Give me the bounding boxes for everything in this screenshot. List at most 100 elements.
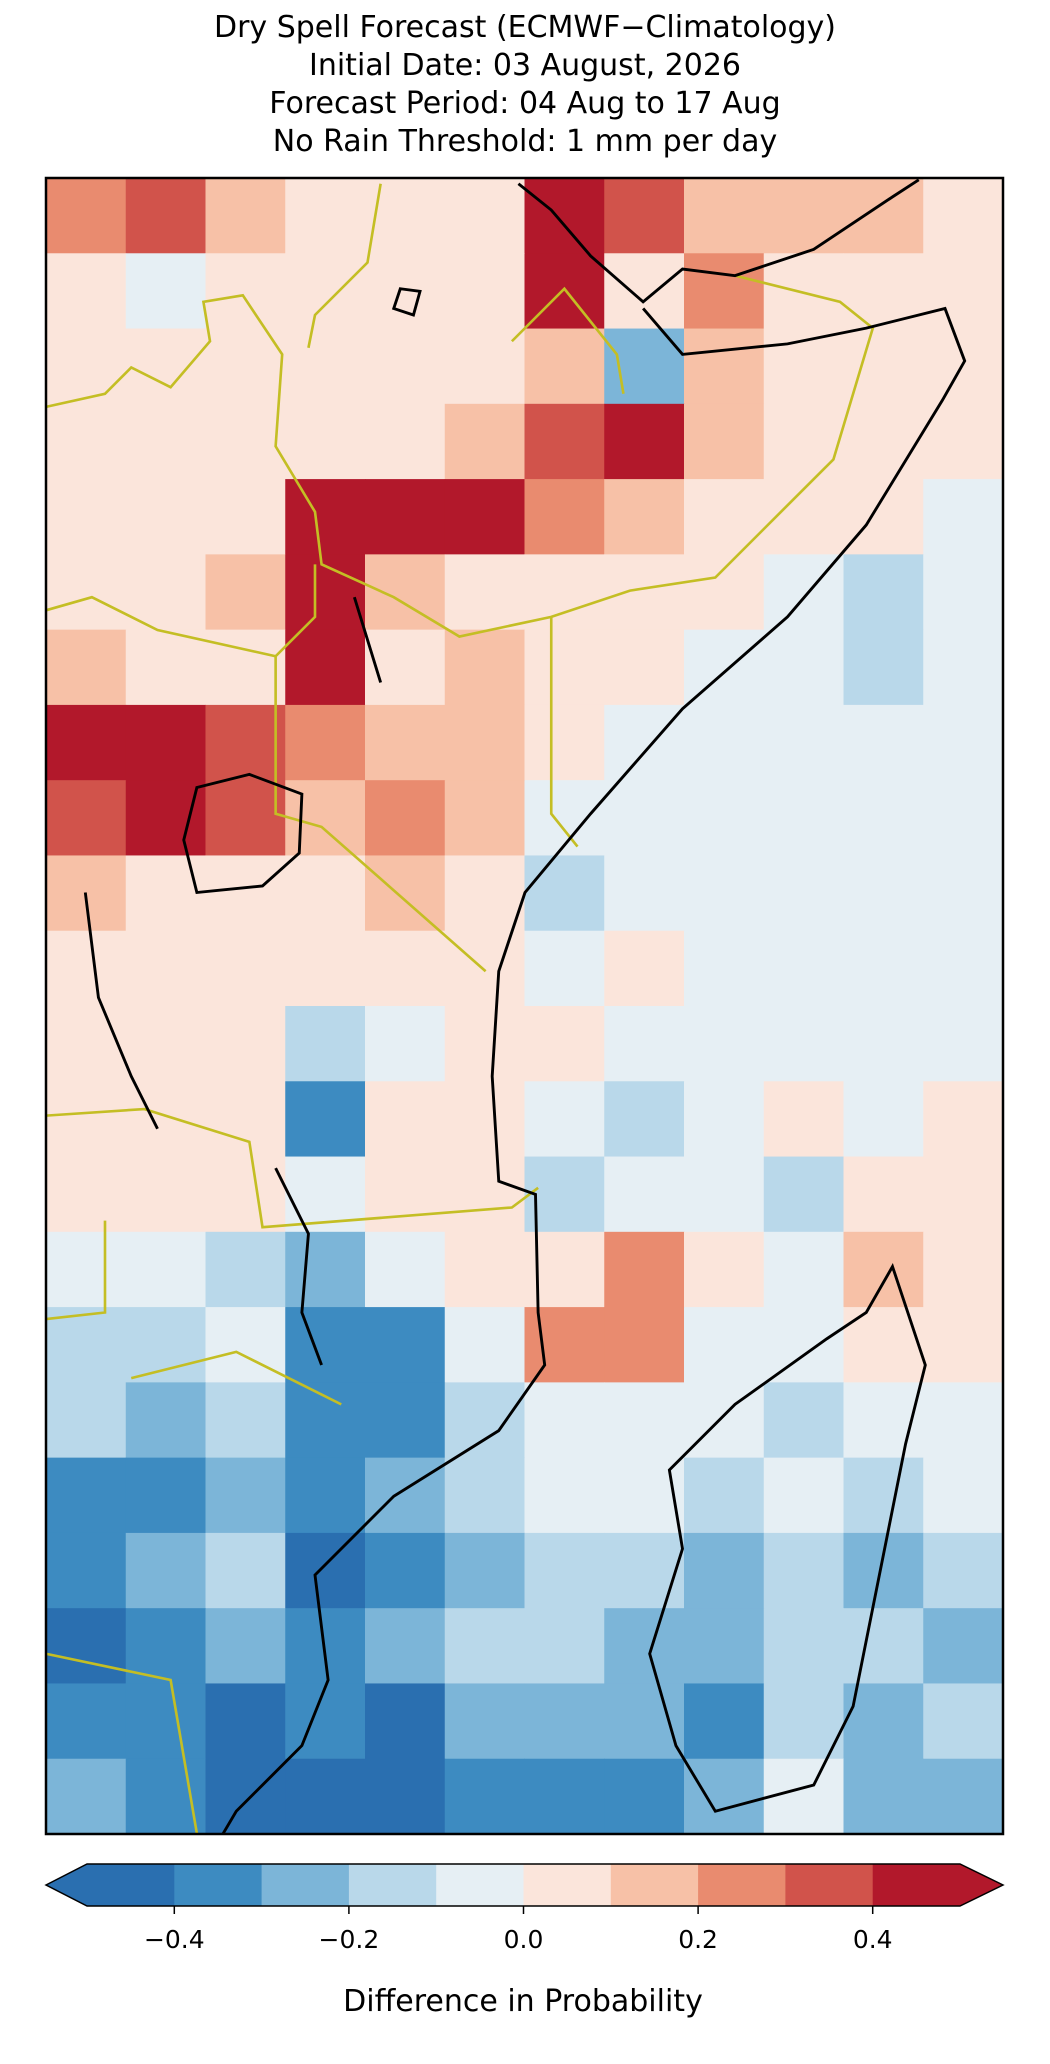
grid-cell [46, 629, 127, 706]
colorbar-bin [174, 1864, 263, 1906]
grid-cell [285, 479, 366, 555]
grid-cell [684, 178, 765, 254]
grid-cell [763, 1382, 844, 1459]
grid-cell [46, 1532, 127, 1609]
grid-cell [46, 403, 127, 480]
grid-cell [365, 178, 446, 254]
colorbar-over [960, 1864, 1003, 1906]
grid-cell [923, 629, 1004, 706]
grid-cell [46, 1006, 127, 1082]
grid-cell [365, 1457, 446, 1534]
grid-cell [684, 855, 765, 932]
grid-cell [285, 1758, 366, 1835]
grid-cell [205, 1006, 286, 1082]
grid-cell [125, 1758, 206, 1835]
grid-cell [923, 1156, 1004, 1233]
grid-cell [205, 178, 286, 254]
grid-cell [684, 1231, 765, 1308]
grid-cell [46, 1457, 127, 1534]
grid-cell [684, 629, 765, 706]
grid-cell [923, 855, 1004, 932]
grid-cell [46, 1307, 127, 1383]
grid-cell [125, 930, 206, 1007]
grid-cell [604, 1156, 685, 1233]
grid-cell [205, 1532, 286, 1609]
colorbar-tick-label: −0.2 [319, 1925, 380, 1954]
grid-cell [46, 554, 127, 631]
grid-cell [843, 855, 924, 932]
grid-cell [923, 930, 1004, 1007]
grid-cell [365, 1156, 446, 1233]
grid-cell [684, 780, 765, 856]
grid-cell [843, 554, 924, 631]
grid-cell [205, 855, 286, 932]
grid-cell [444, 1532, 525, 1609]
grid-cell [205, 629, 286, 706]
grid-cell [205, 403, 286, 480]
colorbar: −0.4 −0.2 0.0 0.2 0.4 Difference in Probabili… [44, 1863, 1005, 2019]
colorbar-bin [785, 1864, 874, 1906]
grid-cell [46, 178, 127, 254]
grid-cell [923, 780, 1004, 856]
grid-cell [763, 1608, 844, 1684]
grid-cell [524, 403, 605, 480]
grid-cell [125, 328, 206, 405]
grid-cell [365, 1683, 446, 1760]
grid-cell [444, 1683, 525, 1760]
border [45, 595, 539, 1229]
grid-cell [923, 554, 1004, 631]
grid-cell [763, 1683, 844, 1760]
map-frame [44, 176, 1005, 1836]
grid-cell [125, 1532, 206, 1609]
grid-cell [763, 1006, 844, 1082]
border [45, 183, 625, 1834]
grid-cell [444, 930, 525, 1007]
grid-cell [285, 178, 366, 254]
grid-cell [365, 1608, 446, 1684]
grid-cell [46, 1231, 127, 1308]
lake [83, 287, 422, 1366]
grid-cell [684, 328, 765, 405]
grid-cell [125, 704, 206, 781]
grid-cell [46, 1608, 127, 1684]
grid-cell [843, 1532, 924, 1609]
grid-cell [524, 479, 605, 555]
chart-title: No Rain Threshold: 1 mm per day [273, 124, 777, 159]
grid-cell [444, 1156, 525, 1233]
grid-cell [684, 554, 765, 631]
grid-cell [285, 1532, 366, 1609]
grid-cell [365, 1231, 446, 1308]
grid-cell [763, 1081, 844, 1158]
chart-title: Dry Spell Forecast (ECMWF−Climatology) [214, 10, 836, 45]
grid-cell [205, 1683, 286, 1760]
grid-cell [604, 253, 685, 330]
grid-cell [444, 855, 525, 932]
map-outlines [45, 178, 967, 1835]
grid-cell [604, 1532, 685, 1609]
grid-cell [125, 253, 206, 330]
grid-cell [365, 479, 446, 555]
grid-cell [125, 554, 206, 631]
grid-cell [46, 930, 127, 1007]
grid-cell [684, 1758, 765, 1835]
colorbar-bin [87, 1864, 175, 1906]
colorbar-bin [698, 1864, 786, 1906]
grid-cell [843, 479, 924, 555]
grid-cell [923, 1231, 1004, 1308]
colorbar-tick-label: 0.0 [504, 1925, 544, 1954]
grid-cell [923, 178, 1004, 254]
grid-cell [684, 253, 765, 330]
colorbar-label: Difference in Probability [343, 1984, 703, 2019]
grid-cell [684, 1457, 765, 1534]
grid-cell [125, 1081, 206, 1158]
grid-cell [524, 1758, 605, 1835]
grid-cell [684, 1156, 765, 1233]
coastlines [83, 178, 967, 1835]
grid-cell [444, 1081, 525, 1158]
grid-cell [46, 1081, 127, 1158]
grid-cell [524, 554, 605, 631]
grid-cell [604, 1231, 685, 1308]
grid-cell [923, 704, 1004, 781]
grid-cell [923, 1532, 1004, 1609]
grid-cell [684, 1683, 765, 1760]
